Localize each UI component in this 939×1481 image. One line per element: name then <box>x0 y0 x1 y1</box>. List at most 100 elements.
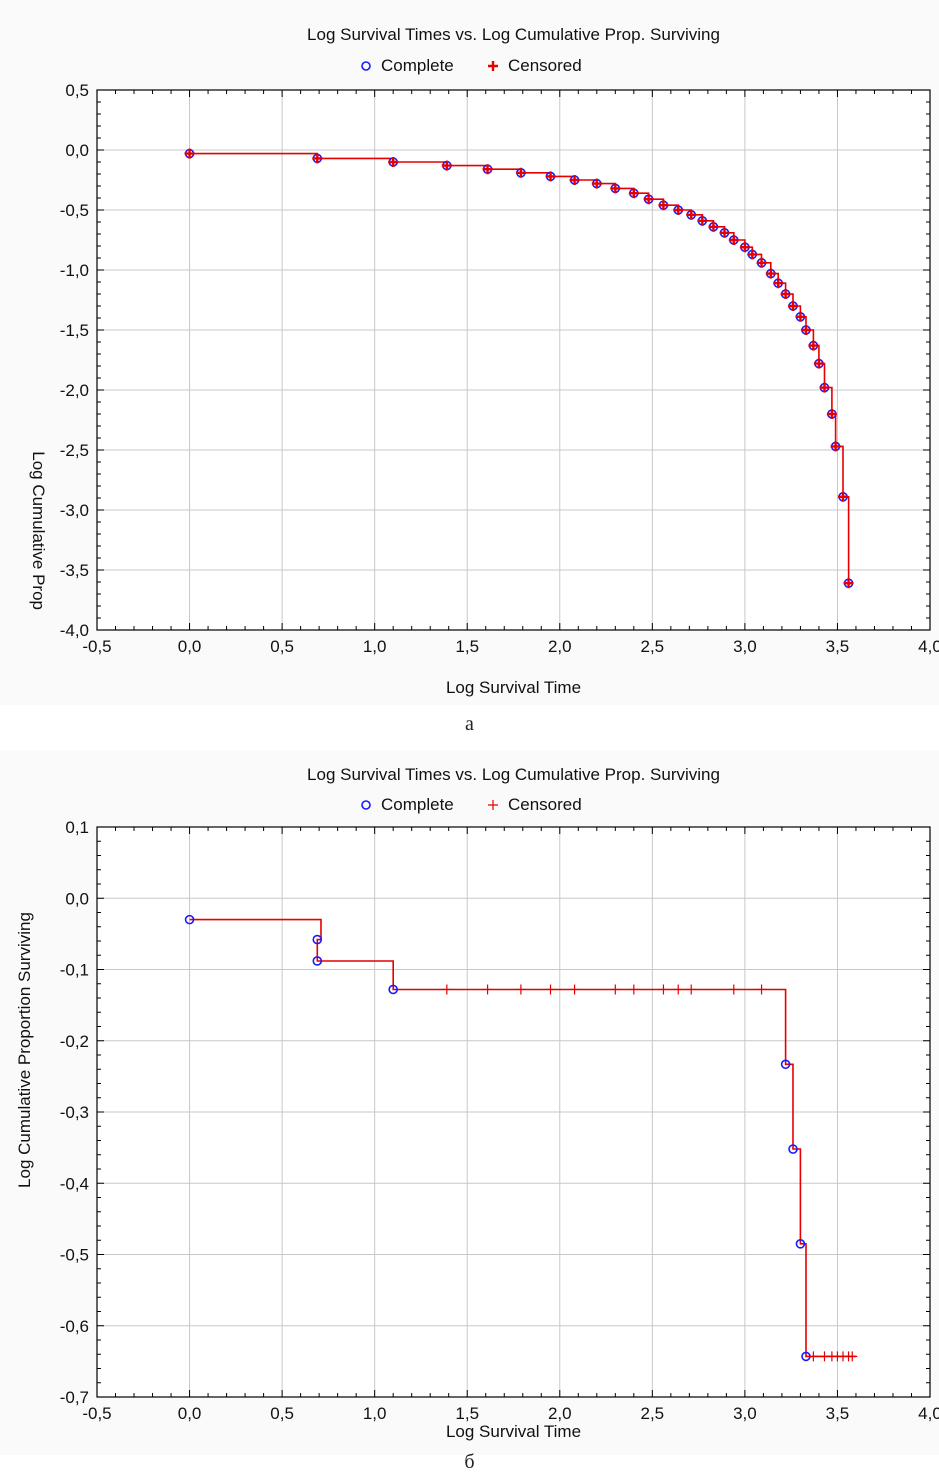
censored-point <box>312 153 323 164</box>
censored-point <box>808 340 819 351</box>
chart-title: Log Survival Times vs. Log Cumulative Pr… <box>307 25 720 44</box>
censored-point <box>569 175 580 185</box>
y-tick-label: -0,2 <box>60 1032 89 1051</box>
y-axis-label: Log Cumulative Prop <box>29 451 48 610</box>
complete-point <box>312 956 323 966</box>
y-tick-label: -1,5 <box>60 321 89 340</box>
y-tick-label: 0,0 <box>65 889 89 908</box>
x-tick-label: 2,5 <box>641 637 665 656</box>
x-tick-label: -0,5 <box>82 1404 111 1423</box>
x-tick-label: 3,5 <box>826 637 850 656</box>
x-tick-label: 1,5 <box>455 1404 479 1423</box>
legend-complete-label: Complete <box>381 795 454 814</box>
censored-point <box>388 157 399 167</box>
x-tick-label: 1,0 <box>363 1404 387 1423</box>
plot-frame <box>96 826 931 1398</box>
complete-point <box>780 1059 791 1070</box>
censored-point <box>658 200 669 211</box>
censored-point <box>628 984 639 995</box>
censored-point <box>628 188 639 199</box>
complete-point <box>795 1239 806 1249</box>
censored-point <box>643 194 654 205</box>
x-tick-label: 0,0 <box>178 1404 202 1423</box>
censored-point <box>545 984 556 995</box>
y-tick-label: -2,5 <box>60 441 89 460</box>
censored-point <box>719 227 730 238</box>
censored-point <box>441 160 452 171</box>
censored-point <box>673 984 684 995</box>
caption-a: а <box>465 713 474 735</box>
x-tick-label: 1,5 <box>455 637 479 656</box>
censored-point <box>515 984 526 995</box>
censored-point <box>819 382 830 393</box>
complete-point <box>312 934 323 945</box>
x-tick-label: -0,5 <box>82 637 111 656</box>
chart-title: Log Survival Times vs. Log Cumulative Pr… <box>307 765 720 784</box>
censored-point <box>739 242 750 253</box>
censored-point <box>773 278 784 289</box>
censored-point <box>756 257 767 268</box>
x-tick-label: 3,5 <box>826 1404 850 1423</box>
y-tick-label: -4,0 <box>60 621 89 640</box>
chart-panel-b: -0,5 0,0 0,5 1,0 1,5 2,0 2,5 3,0 3,5 4,0 0,1 0,0 -0,… <box>0 750 939 1455</box>
censored-point <box>686 209 697 220</box>
y-tick-label: -1,0 <box>60 261 89 280</box>
complete-point <box>184 914 195 925</box>
y-tick-label: -3,5 <box>60 561 89 580</box>
legend-censored-label: Censored <box>508 56 582 75</box>
x-axis-label: Log Survival Time <box>446 1422 581 1441</box>
censored-point <box>482 164 493 175</box>
censored-point <box>830 441 841 452</box>
censored-point <box>658 984 669 995</box>
plot-area <box>97 90 930 630</box>
censored-point <box>708 221 719 232</box>
legend-complete-symbol <box>361 800 371 810</box>
censored-point <box>728 984 739 995</box>
chart-panel-a: -0,5 0,0 0,5 1,0 1,5 2,0 2,5 3,0 3,5 4,0 0,5 0,0 -0,… <box>0 0 939 705</box>
censored-point <box>673 205 684 215</box>
x-tick-label: 2,0 <box>548 637 572 656</box>
y-tick-label: -0,6 <box>60 1317 89 1336</box>
survival-step-line <box>189 918 856 1358</box>
complete-point <box>788 1144 798 1154</box>
legend-censored-symbol <box>488 61 498 71</box>
censored-point <box>747 249 758 260</box>
x-tick-label: 0,5 <box>270 637 294 656</box>
x-axis-label: Log Survival Time <box>446 678 581 697</box>
y-tick-label: -0,5 <box>60 201 89 220</box>
censored-point <box>545 171 556 182</box>
censored-point <box>780 289 791 299</box>
x-tick-label: 2,0 <box>548 1404 572 1423</box>
legend-censored-symbol <box>488 800 498 810</box>
y-tick-label: 0,5 <box>65 81 89 100</box>
censored-point <box>610 183 621 194</box>
censored-point <box>515 167 526 178</box>
y-tick-label: -2,0 <box>60 381 89 400</box>
x-tick-label: 0,5 <box>270 1404 294 1423</box>
x-tick-label: 0,0 <box>178 637 202 656</box>
y-tick-label: -3,0 <box>60 501 89 520</box>
chart-a-svg: -0,5 0,0 0,5 1,0 1,5 2,0 2,5 3,0 3,5 4,0 0,5 0,0 -0,… <box>29 25 939 697</box>
censored-point <box>795 311 806 322</box>
complete-point <box>388 984 398 995</box>
censored-point <box>569 984 580 995</box>
censored-point <box>813 358 824 369</box>
censored-point <box>610 984 621 995</box>
censored-point <box>482 984 493 995</box>
censored-point <box>441 984 452 995</box>
y-tick-label: 0,0 <box>65 141 89 160</box>
y-tick-label: -0,4 <box>60 1174 89 1193</box>
legend-complete-label: Complete <box>381 56 454 75</box>
legend-censored-label: Censored <box>508 795 582 814</box>
x-tick-label: 1,0 <box>363 637 387 656</box>
censored-point <box>591 178 602 189</box>
caption-b: б <box>464 1451 475 1473</box>
chart-b-svg: -0,5 0,0 0,5 1,0 1,5 2,0 2,5 3,0 3,5 4,0 0,1 0,0 -0,… <box>15 765 939 1441</box>
x-tick-label: 4,0 <box>918 637 939 656</box>
censored-point <box>697 215 708 226</box>
censored-point <box>808 1351 819 1362</box>
censored-point <box>728 235 739 245</box>
censored-point <box>756 984 767 995</box>
x-tick-label: 4,0 <box>918 1404 939 1423</box>
x-tick-label: 3,0 <box>733 637 757 656</box>
